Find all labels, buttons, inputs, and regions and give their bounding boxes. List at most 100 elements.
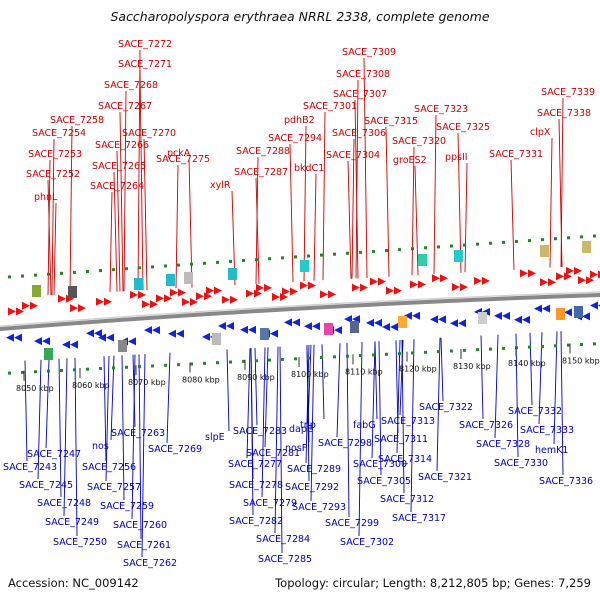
gene-leader-line xyxy=(37,359,42,480)
reverse-gene-arrow xyxy=(494,311,502,320)
gene-leader-line xyxy=(121,355,125,501)
reverse-gene-arrow xyxy=(390,322,398,331)
reverse-gene-arrow xyxy=(514,315,522,324)
inner-tick-ring xyxy=(554,344,557,348)
inner-tick-ring xyxy=(320,356,323,359)
gene-leader-line xyxy=(371,341,376,459)
forward-gene-arrow xyxy=(282,287,290,296)
forward-gene-arrow xyxy=(566,266,574,275)
gene-leader-line xyxy=(105,355,110,482)
gene-label-bottom: SACE_7293 xyxy=(292,502,346,513)
inner-tick-ring xyxy=(164,363,167,367)
kbp-tick-label: 8080 kbp xyxy=(182,376,220,385)
gene-leader-line xyxy=(289,143,294,283)
gene-leader-line xyxy=(113,171,118,292)
gene-label-top: SACE_7268 xyxy=(104,80,158,91)
reverse-gene-arrow xyxy=(366,318,374,327)
gene-leader-line xyxy=(440,337,444,402)
feature-block xyxy=(324,323,333,335)
forward-gene-arrow xyxy=(440,274,448,283)
reverse-gene-arrow xyxy=(458,319,466,328)
inner-tick-ring xyxy=(190,362,193,366)
kbp-tick-label: 8110 kbp xyxy=(345,367,383,376)
gene-leader-line xyxy=(306,345,310,482)
forward-gene-arrow xyxy=(394,286,402,295)
reverse-gene-arrow xyxy=(542,304,550,313)
gene-leader-line xyxy=(47,179,52,296)
outer-tick-ring xyxy=(307,254,310,258)
gene-label-top: xylR xyxy=(210,180,231,191)
reverse-gene-arrow xyxy=(176,329,184,338)
gene-label-bottom: SACE_7278 xyxy=(229,480,283,491)
outer-tick-ring xyxy=(34,273,37,277)
gene-leader-line xyxy=(396,339,401,454)
forward-gene-arrow xyxy=(30,301,38,310)
inner-tick-ring xyxy=(450,349,453,353)
inner-tick-ring xyxy=(346,354,349,358)
gene-label-top: SACE_7275 xyxy=(156,154,210,165)
gene-leader-line xyxy=(549,137,553,268)
gene-leader-line xyxy=(480,335,484,420)
gene-label-top: SACE_7254 xyxy=(32,128,86,139)
forward-gene-arrow xyxy=(58,294,66,303)
inner-tick-ring xyxy=(580,343,583,346)
inner-tick-ring xyxy=(47,369,50,373)
gene-leader-line xyxy=(166,352,171,444)
kbp-tick-label: 8070 kbp xyxy=(128,378,166,387)
gene-leader-line xyxy=(53,202,57,295)
outer-tick-ring xyxy=(346,251,349,255)
kbp-tick-label: 8130 kbp xyxy=(453,362,491,371)
reverse-gene-arrow xyxy=(218,322,226,331)
forward-gene-arrow xyxy=(528,269,536,278)
inner-tick-ring xyxy=(463,348,466,352)
reverse-gene-arrow xyxy=(14,333,22,342)
gene-leader-line xyxy=(351,138,355,279)
gene-label-top: SACE_7315 xyxy=(364,116,418,127)
outer-tick-ring xyxy=(554,237,557,241)
outer-tick-ring xyxy=(21,274,24,278)
gene-leader-line xyxy=(109,191,113,292)
outer-tick-ring xyxy=(411,247,414,251)
outer-tick-ring xyxy=(125,267,128,271)
gene-label-bottom: SACE_7305 xyxy=(357,476,411,487)
gene-leader-line xyxy=(310,344,315,502)
forward-gene-arrow xyxy=(460,283,468,292)
gene-label-bottom: SACE_7261 xyxy=(117,540,171,551)
gene-leader-line xyxy=(255,177,260,284)
inner-tick-ring xyxy=(411,351,414,355)
forward-gene-arrow xyxy=(482,276,490,285)
outer-tick-ring xyxy=(216,260,219,264)
feature-block xyxy=(398,316,407,328)
gene-leader-line xyxy=(378,341,382,476)
gene-leader-line xyxy=(358,342,363,537)
gene-leader-line xyxy=(250,348,254,516)
inner-tick-ring xyxy=(268,358,271,362)
feature-block xyxy=(418,254,427,266)
inner-tick-ring xyxy=(307,356,310,360)
inner-tick-ring xyxy=(437,350,440,354)
gene-label-bottom: SACE_7326 xyxy=(459,420,513,431)
outer-tick-ring xyxy=(593,234,596,238)
gene-leader-line xyxy=(264,347,269,448)
gene-label-top: pdhB2 xyxy=(284,115,315,126)
gene-leader-line xyxy=(414,165,419,276)
reverse-gene-arrow xyxy=(564,308,572,317)
gene-label-top: ppsII xyxy=(445,152,468,163)
gene-label-top: bkdC1 xyxy=(294,163,324,174)
feature-block xyxy=(32,285,41,297)
gene-leader-line xyxy=(116,150,121,292)
forward-gene-arrow xyxy=(556,272,564,281)
inner-tick-ring xyxy=(476,348,479,352)
forward-gene-arrow xyxy=(548,278,556,287)
reverse-gene-arrow xyxy=(522,315,530,324)
gene-leader-line xyxy=(123,90,127,292)
reverse-gene-arrow xyxy=(106,333,114,342)
forward-gene-arrow xyxy=(256,283,264,292)
reverse-gene-arrow xyxy=(144,326,152,335)
inner-tick-ring xyxy=(528,345,531,349)
gene-label-bottom: nos xyxy=(92,441,109,452)
gene-leader-line xyxy=(346,342,350,518)
gene-label-bottom: SACE_7311 xyxy=(374,434,428,445)
gene-leader-line xyxy=(303,125,307,282)
forward-gene-arrow xyxy=(156,294,164,303)
